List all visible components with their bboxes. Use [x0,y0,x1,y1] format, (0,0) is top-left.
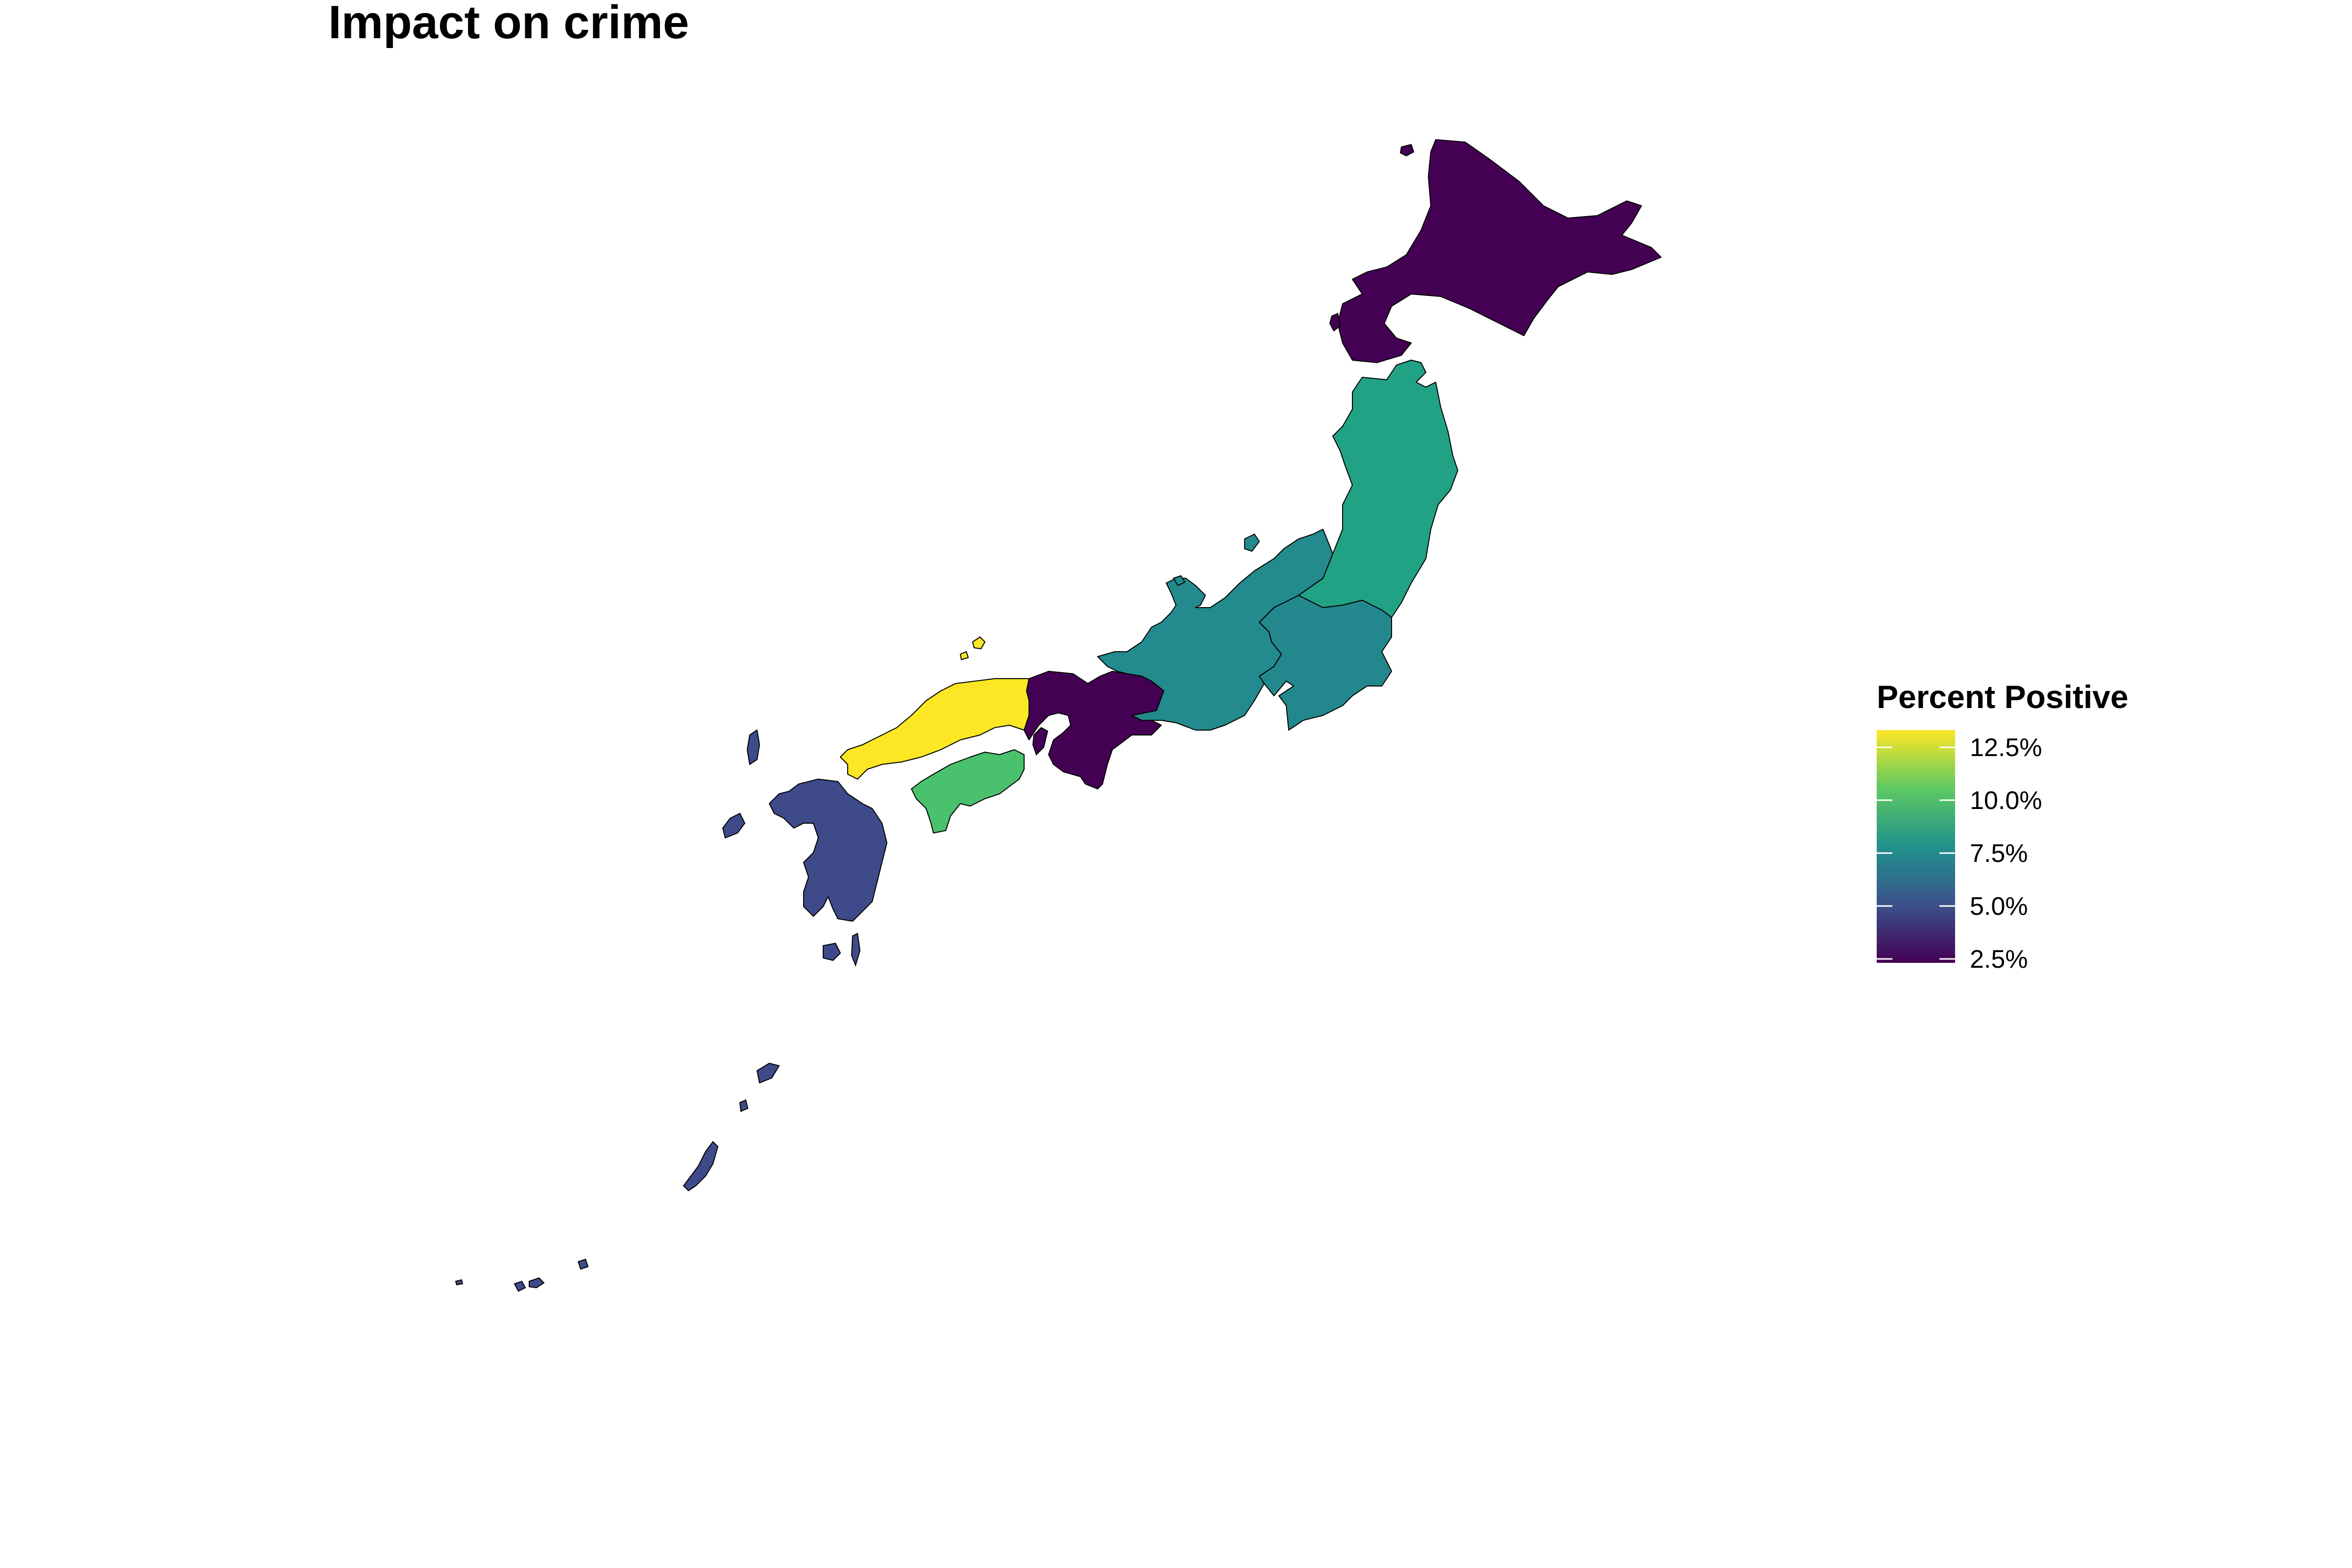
legend-label-2-5: 2.5% [1970,945,2028,974]
region-chubu [1097,529,1333,731]
map-title: Impact on crime [328,0,689,49]
legend-label-10-0: 10.0% [1970,786,2042,815]
tanegashima-island [851,932,861,967]
region-kyushu [769,779,887,922]
noto-islet [1173,575,1186,587]
region-shikoku [911,749,1025,833]
miyako-island [577,1258,589,1270]
rishiri-island [1399,144,1415,157]
region-kinki [1024,671,1164,789]
legend-label-12-5: 12.5% [1970,734,2042,762]
region-chugoku [840,678,1029,780]
region-kanto [1259,595,1392,731]
tsushima-island [746,729,760,765]
legend-ticks [1877,746,1955,960]
tokunoshima-island [739,1099,749,1112]
ishigaki-island [529,1277,545,1289]
legend-label-5-0: 5.0% [1970,892,2028,921]
legend-title: Percent Positive [1877,679,2129,715]
region-tohoku [1298,360,1458,618]
sado-island [1244,533,1260,552]
amami-island [756,1062,780,1084]
okinawa-island [683,1141,719,1192]
legend-label-7-5: 7.5% [1970,839,2028,868]
goto-islands [722,812,746,839]
iriomote-island [514,1280,526,1292]
okushiri-island [1329,313,1341,332]
region-hokkaido [1337,139,1662,363]
oki-islet [959,651,969,661]
yakushima-island [823,942,841,961]
legend: Percent Positive 12.5% 10.0% 7.5% 5.0% 2… [1877,679,2129,974]
yaeyama-islet [455,1279,464,1286]
legend-colorbar [1877,730,1955,963]
awaji-island [1032,727,1049,756]
oki-islands [972,636,986,650]
